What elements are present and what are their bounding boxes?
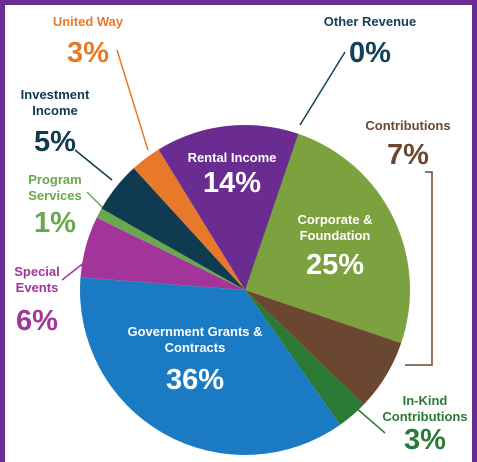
slice-label: United Way bbox=[52, 14, 124, 29]
slice-label: Corporate & Foundation bbox=[297, 212, 373, 243]
slice-label: Rental Income bbox=[187, 150, 277, 165]
pie-slice bbox=[245, 290, 402, 405]
leader-line bbox=[299, 51, 346, 126]
leader-line bbox=[86, 191, 104, 209]
pie-slice bbox=[245, 290, 364, 425]
slice-value-label: 1% bbox=[34, 207, 76, 239]
slice-label: Investment Income bbox=[20, 87, 90, 118]
leader-line bbox=[116, 49, 149, 151]
slice-label: Program Services bbox=[28, 172, 82, 203]
slice-label: Other Revenue bbox=[323, 14, 417, 29]
slice-value-label: 36% bbox=[165, 364, 225, 396]
slice-value-label: 3% bbox=[67, 37, 109, 69]
leader-line bbox=[61, 261, 86, 281]
slice-value-label: 14% bbox=[202, 167, 262, 199]
slice-label: Government Grants & Contracts bbox=[127, 324, 263, 355]
pie-slice bbox=[133, 149, 245, 290]
slice-value-label: 7% bbox=[387, 139, 429, 171]
slice-value-label: 6% bbox=[16, 305, 58, 337]
slice-value-label: 3% bbox=[404, 424, 446, 456]
pie-slice bbox=[80, 217, 245, 290]
pie-slice bbox=[245, 133, 410, 344]
slice-value-label: 5% bbox=[34, 126, 76, 158]
pie-slice bbox=[96, 208, 246, 290]
leader-lines bbox=[61, 49, 433, 434]
slice-label: In-Kind Contributions bbox=[382, 393, 468, 424]
slice-value-label: 0% bbox=[349, 37, 391, 69]
leader-line bbox=[74, 149, 113, 181]
leader-line bbox=[354, 406, 386, 434]
leader-line bbox=[405, 171, 433, 366]
pie-slice bbox=[101, 168, 245, 290]
pie-slice bbox=[158, 125, 299, 291]
slice-value-label: 25% bbox=[305, 249, 365, 281]
slice-label: Special Events bbox=[14, 264, 60, 295]
slice-label: Contributions bbox=[365, 118, 451, 133]
pie-slice bbox=[80, 277, 341, 455]
